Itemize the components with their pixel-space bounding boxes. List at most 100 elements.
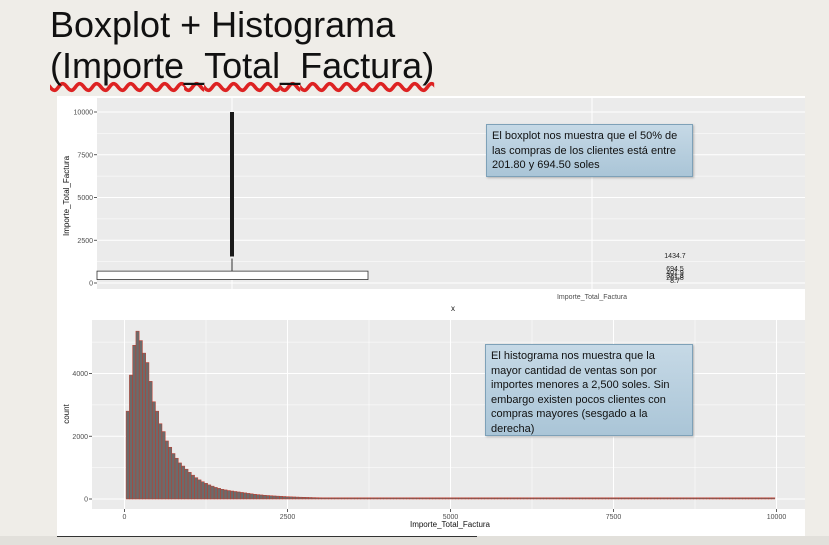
- histogram-bar: [305, 497, 309, 500]
- histogram-bar: [445, 497, 450, 500]
- histogram-bar: [230, 490, 234, 500]
- boxplot-stats-caption: Importe_Total_Factura: [557, 294, 627, 301]
- histogram-bar: [295, 496, 300, 500]
- histogram-bar: [363, 497, 368, 500]
- histogram-bar: [370, 497, 375, 500]
- boxplot-stat-label: 8.7: [670, 278, 680, 285]
- histogram-bar: [161, 431, 166, 500]
- histogram-bar: [262, 494, 267, 500]
- histogram-bar: [627, 497, 632, 500]
- histogram-bar: [275, 495, 280, 500]
- histogram-bar: [380, 497, 384, 500]
- boxplot-stat-label: 1434.7: [664, 253, 686, 260]
- histogram-bar: [735, 497, 740, 500]
- histogram-bar: [402, 497, 407, 500]
- histogram-bar: [549, 497, 554, 500]
- histogram-bar: [448, 497, 453, 500]
- histogram-bar: [565, 497, 570, 500]
- histogram-bar: [298, 496, 303, 500]
- histogram-bar: [510, 497, 515, 500]
- histogram-bar: [376, 497, 381, 500]
- histogram-bar: [755, 497, 759, 500]
- histogram-bar: [288, 496, 293, 500]
- boxplot-stat-label: 401.9: [666, 270, 684, 277]
- boxplot-box: [96, 270, 369, 280]
- histogram-bar: [539, 497, 544, 500]
- histogram-bar: [383, 497, 388, 500]
- histogram-bar: [657, 497, 662, 500]
- histogram-bar: [520, 497, 525, 500]
- histogram-bar: [768, 497, 772, 500]
- histogram-bar: [429, 497, 433, 500]
- histogram-bar: [758, 497, 763, 500]
- boxplot-ylabel: Importe_Total_Factura: [62, 155, 71, 236]
- histogram-bar: [223, 489, 228, 500]
- histogram-bar: [745, 497, 750, 500]
- histogram-bar: [197, 479, 202, 500]
- histogram-bar: [422, 497, 427, 500]
- histogram-bar: [533, 497, 538, 500]
- histogram-bar: [135, 330, 140, 500]
- histogram-bar: [165, 440, 169, 500]
- histogram-bar: [367, 497, 371, 500]
- histogram-bar: [663, 497, 668, 500]
- histogram-bar: [706, 497, 710, 500]
- histogram-bar: [484, 497, 489, 500]
- histogram-bar: [347, 497, 352, 500]
- histogram-bar: [138, 340, 143, 500]
- histogram-bar: [491, 497, 495, 500]
- histogram-bar: [559, 497, 564, 500]
- histogram-bar: [552, 497, 557, 500]
- histogram-xtick-label: 7500: [606, 514, 622, 521]
- histogram-bar: [621, 497, 626, 500]
- histogram-bar: [210, 485, 215, 500]
- histogram-bar: [435, 497, 440, 500]
- histogram-bar: [471, 497, 476, 500]
- histogram-bar: [350, 497, 355, 500]
- histogram-ytick-label: 2000: [72, 434, 88, 441]
- histogram-bar: [341, 497, 345, 500]
- histogram-bar: [432, 497, 437, 500]
- histogram-bar: [579, 497, 583, 500]
- boxplot-ytick-label: 2500: [77, 238, 93, 245]
- histogram-bar: [722, 497, 727, 500]
- histogram-bar: [142, 352, 146, 500]
- histogram-ytick-label: 4000: [72, 371, 88, 378]
- histogram-bar: [523, 497, 528, 500]
- histogram-bar: [474, 497, 479, 500]
- histogram-bar: [732, 497, 736, 500]
- boxplot-panel: 0 2500 5000 7500 10000 1434.7 694.5401.9321.82…: [62, 98, 805, 313]
- histogram-bar: [585, 497, 590, 500]
- histogram-bar: [256, 494, 261, 500]
- histogram-bar: [751, 497, 756, 500]
- histogram-bar: [614, 497, 619, 500]
- histogram-bar: [481, 497, 485, 500]
- histogram-bar: [605, 497, 609, 500]
- histogram-bar: [386, 497, 391, 500]
- histogram-bar: [148, 381, 153, 500]
- histogram-bar: [683, 497, 688, 500]
- histogram-bar: [311, 497, 316, 500]
- histogram-bar: [761, 497, 766, 500]
- histogram-bar: [318, 497, 322, 500]
- histogram-bar: [693, 497, 697, 500]
- histogram-bar: [670, 497, 675, 500]
- chart-figure: 0 2500 5000 7500 10000 1434.7 694.5 401.9 321.8 2…: [57, 96, 805, 536]
- histogram-bar: [442, 497, 446, 500]
- histogram-ylabel: count: [62, 403, 71, 423]
- histogram-bar: [344, 497, 349, 500]
- histogram-bar: [285, 496, 290, 500]
- bottom-rule: [57, 536, 477, 537]
- boxplot-ytick-label: 10000: [74, 110, 94, 117]
- histogram-bar: [125, 410, 130, 500]
- histogram-bar: [487, 497, 492, 500]
- histogram-bar: [702, 497, 707, 500]
- boxplot-background: [97, 98, 805, 289]
- histogram-bar: [592, 497, 596, 500]
- histogram-bar: [689, 497, 694, 500]
- histogram-bar: [644, 497, 648, 500]
- histogram-bar: [354, 497, 358, 500]
- histogram-bar: [497, 497, 502, 500]
- histogram-bar: [507, 497, 512, 500]
- histogram-bar: [259, 494, 264, 500]
